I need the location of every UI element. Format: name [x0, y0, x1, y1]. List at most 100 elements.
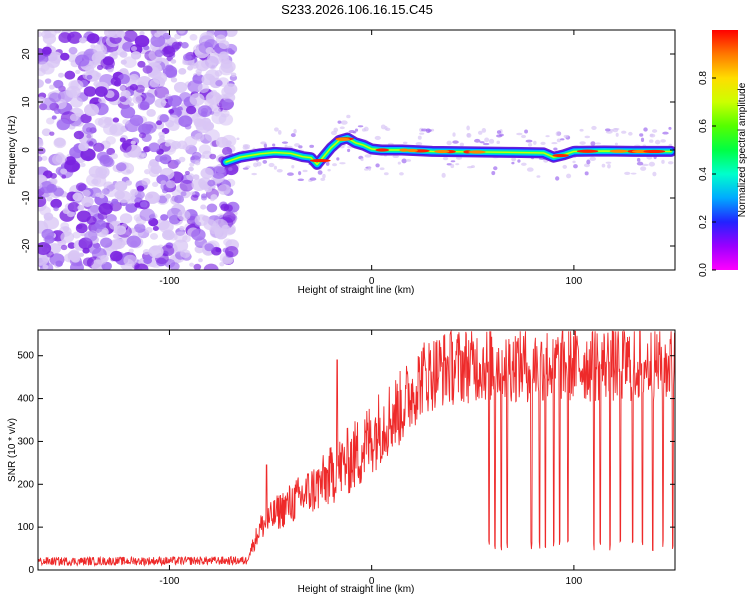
noise-blob [60, 231, 75, 243]
noise-blob [101, 188, 110, 195]
noise-blob [219, 63, 234, 76]
noise-blob [61, 174, 67, 179]
ridge-scatter [590, 141, 596, 146]
noise-blob [80, 148, 96, 162]
colorbar-tick-label: 0.2 [698, 215, 709, 229]
ridge-scatter [361, 128, 367, 132]
noise-blob [206, 91, 222, 105]
noise-blob [215, 80, 223, 87]
noise-blob [83, 86, 97, 97]
colorbar-tick-label: 0.6 [698, 119, 709, 133]
noise-blob [38, 31, 43, 37]
noise-blob [41, 155, 48, 161]
x-tick-label: 100 [566, 276, 583, 287]
noise-blob [60, 222, 70, 230]
noise-blob [200, 204, 207, 210]
noise-blob [191, 228, 206, 241]
noise-blob [120, 59, 127, 65]
noise-blob [168, 214, 181, 225]
noise-blob [149, 232, 159, 240]
noise-blob [200, 167, 214, 179]
ridge-scatter [517, 159, 521, 163]
noise-blob [114, 180, 128, 192]
ridge-scatter [242, 145, 248, 150]
ridge-scatter [347, 148, 351, 153]
ridge-scatter [291, 164, 295, 169]
ridge-scatter [392, 155, 400, 159]
noise-blob [79, 37, 87, 44]
noise-blob [149, 79, 160, 88]
noise-blob [137, 100, 150, 111]
ridge-scatter [607, 164, 611, 169]
noise-blob [81, 196, 94, 207]
noise-blob [211, 166, 227, 179]
noise-blob [94, 50, 106, 60]
noise-blob [50, 198, 62, 209]
ridge-scatter [573, 164, 578, 169]
ridge-scatter [667, 161, 674, 165]
noise-blob [98, 97, 106, 104]
noise-blob [188, 166, 194, 172]
ridge-scatter [256, 161, 262, 167]
colorbar-tick-label: 0.0 [698, 263, 709, 277]
noise-blob [129, 73, 139, 82]
chart-title: S233.2026.106.16.15.C45 [281, 2, 433, 17]
ridge-scatter [560, 138, 565, 141]
noise-blob [75, 54, 90, 67]
noise-blob [205, 69, 220, 82]
ridge-scatter [276, 168, 283, 173]
noise-blob [64, 159, 80, 173]
noise-blob [112, 233, 120, 239]
noise-blob [54, 30, 61, 34]
y-tick-label: 400 [17, 394, 34, 405]
ridge-scatter [385, 127, 391, 132]
noise-blob [178, 156, 186, 163]
ridge-scatter [317, 170, 323, 175]
noise-blob [230, 72, 237, 78]
noise-blob [184, 135, 198, 147]
ridge-scatter [298, 145, 303, 149]
noise-blob [58, 72, 65, 78]
noise-blob [100, 229, 108, 236]
noise-blob [210, 197, 215, 202]
noise-blob [84, 230, 98, 242]
noise-blob [55, 260, 63, 267]
colorbar-label: Normalized spectral amplitude [737, 82, 748, 217]
ridge-scatter [360, 157, 364, 162]
noise-blob [154, 98, 167, 108]
noise-blob [205, 47, 214, 54]
noise-blob [141, 177, 151, 186]
noise-blob [68, 89, 78, 98]
noise-blob [160, 245, 175, 257]
ridge-scatter [450, 160, 456, 163]
noise-blob [112, 117, 120, 123]
ridge-scatter [521, 162, 527, 166]
noise-blob [67, 250, 81, 261]
noise-blob [119, 96, 127, 103]
noise-blob [151, 181, 159, 187]
noise-blob [76, 224, 83, 230]
noise-blob [223, 238, 232, 246]
noise-blob [171, 140, 182, 150]
noise-blob [60, 168, 68, 175]
noise-blob [154, 49, 164, 58]
noise-blob [160, 214, 169, 221]
noise-blob [68, 46, 78, 55]
noise-blob [186, 173, 195, 181]
ridge-scatter [402, 141, 408, 144]
noise-blob [173, 231, 188, 243]
noise-blob [189, 162, 195, 167]
ridge-scatter [446, 163, 452, 166]
ridge-scatter [272, 143, 276, 147]
noise-blob [182, 53, 192, 61]
noise-blob [209, 153, 217, 160]
ridge-scatter [337, 120, 342, 124]
noise-blob [56, 118, 71, 131]
noise-blob [157, 195, 168, 204]
ridge-scatter [452, 132, 456, 137]
ridge-scatter [332, 163, 338, 167]
noise-blob [67, 31, 83, 44]
noise-blob [53, 206, 59, 212]
noise-blob [99, 155, 114, 167]
